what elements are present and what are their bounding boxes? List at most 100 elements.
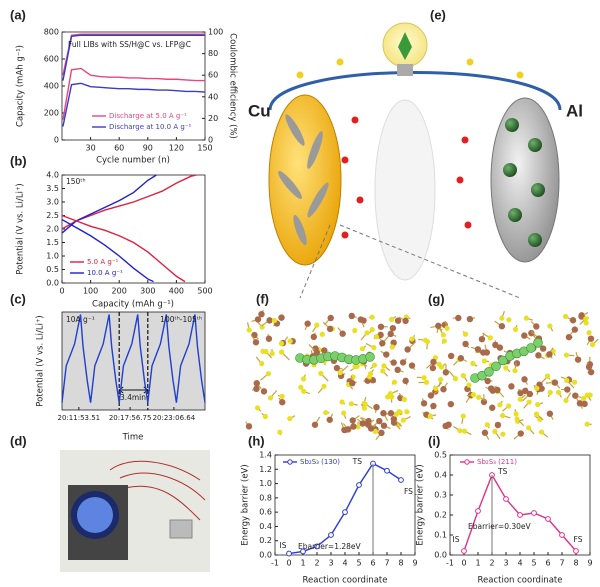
legend-marker (464, 459, 470, 465)
atom (546, 410, 554, 417)
atom (259, 324, 265, 330)
atom (357, 316, 365, 323)
y-tick-label: 0.3 (434, 491, 447, 500)
atom (555, 389, 562, 395)
li-atom (498, 355, 508, 366)
atom (581, 400, 588, 408)
series-line (61, 314, 206, 403)
atom (341, 410, 347, 416)
atom (462, 331, 469, 337)
atom (348, 312, 355, 320)
y-tick-label: 600 (44, 55, 59, 64)
atom (586, 330, 592, 336)
atom (278, 314, 285, 321)
atom (246, 327, 252, 333)
x-axis-label: Reaction coordinate (303, 576, 388, 586)
atom (503, 365, 509, 371)
annotation: 100ᵗʰ-105ᵗʰ (160, 315, 202, 324)
atom (409, 336, 415, 342)
x-tick-label: 0 (461, 559, 466, 568)
y-tick-label: 1.4 (259, 451, 272, 460)
atom (383, 351, 390, 358)
atom (266, 317, 273, 324)
atom (387, 391, 394, 397)
x-tick-label: 4 (342, 559, 347, 568)
x-tick-label: 5 (531, 559, 536, 568)
atom (278, 340, 285, 347)
panel-label: (d) (10, 433, 27, 448)
atom (349, 380, 356, 387)
y2-tick-label: 40 (208, 92, 218, 101)
atom (564, 386, 571, 393)
atom (492, 341, 499, 349)
atom (571, 326, 579, 333)
y2-tick-label: 60 (208, 71, 218, 80)
ions (341, 116, 472, 239)
point (559, 532, 565, 538)
atom (387, 410, 395, 417)
atom (318, 370, 324, 377)
panel-label: (c) (10, 291, 26, 306)
series-line (62, 67, 205, 120)
atom (369, 327, 375, 333)
panel-label: (f) (256, 291, 269, 306)
x-axis-label: Capacity (mAh g⁻¹) (92, 300, 174, 310)
chart-title: Full LIBs with SS/H@C vs. LFP@C (68, 40, 191, 49)
zoom-lines (299, 224, 521, 299)
legend-label: Sb₂S₃ (130) (300, 458, 340, 466)
atom (265, 371, 272, 377)
atom (506, 317, 512, 323)
atom (438, 376, 444, 383)
atom (321, 383, 327, 389)
annotation: IS (453, 535, 460, 544)
atom (367, 425, 375, 432)
atom (587, 392, 593, 398)
atom (578, 313, 585, 320)
atom (574, 356, 582, 363)
atom (563, 352, 570, 358)
atom (444, 325, 450, 331)
annotation: TS (497, 467, 508, 476)
series-line (61, 214, 186, 283)
x-tick-label: -1 (271, 559, 279, 568)
plot-area (61, 311, 206, 411)
atom (265, 335, 273, 342)
atom (245, 423, 253, 430)
atom (455, 314, 462, 322)
atom (402, 377, 409, 385)
atom (580, 395, 587, 401)
atom (408, 362, 416, 369)
atom (494, 386, 501, 394)
li-atom (491, 361, 501, 372)
annotation: FS (574, 535, 583, 544)
atom (523, 315, 529, 321)
atom (484, 422, 490, 428)
atom (402, 317, 409, 325)
y-axis-label: Capacity (mAh g⁻¹) (16, 45, 26, 127)
atom (430, 358, 437, 366)
bulb-base (397, 64, 413, 76)
series-line (62, 82, 206, 127)
y-tick-label: 4.0 (46, 171, 59, 180)
x-tick-label: 60 (114, 144, 124, 153)
atom (260, 388, 268, 395)
series-line (61, 174, 197, 230)
y-tick-label: 0.0 (46, 279, 59, 288)
plot-area (61, 174, 206, 284)
series-line (62, 34, 205, 81)
x-tick-label: 400 (169, 287, 184, 296)
atom (571, 379, 578, 385)
photo (60, 450, 210, 572)
x-tick-label: 2 (489, 559, 494, 568)
atom (361, 400, 367, 407)
point (545, 516, 551, 522)
x-tick-label: 90 (143, 144, 153, 153)
atom (262, 413, 268, 420)
atom (377, 331, 384, 339)
atom (389, 324, 397, 332)
legend-label: Discharge at 10.0 A g⁻¹ (109, 123, 192, 131)
plot-area (61, 31, 206, 141)
clip (169, 519, 193, 539)
atom (279, 398, 286, 406)
atom (420, 400, 428, 407)
